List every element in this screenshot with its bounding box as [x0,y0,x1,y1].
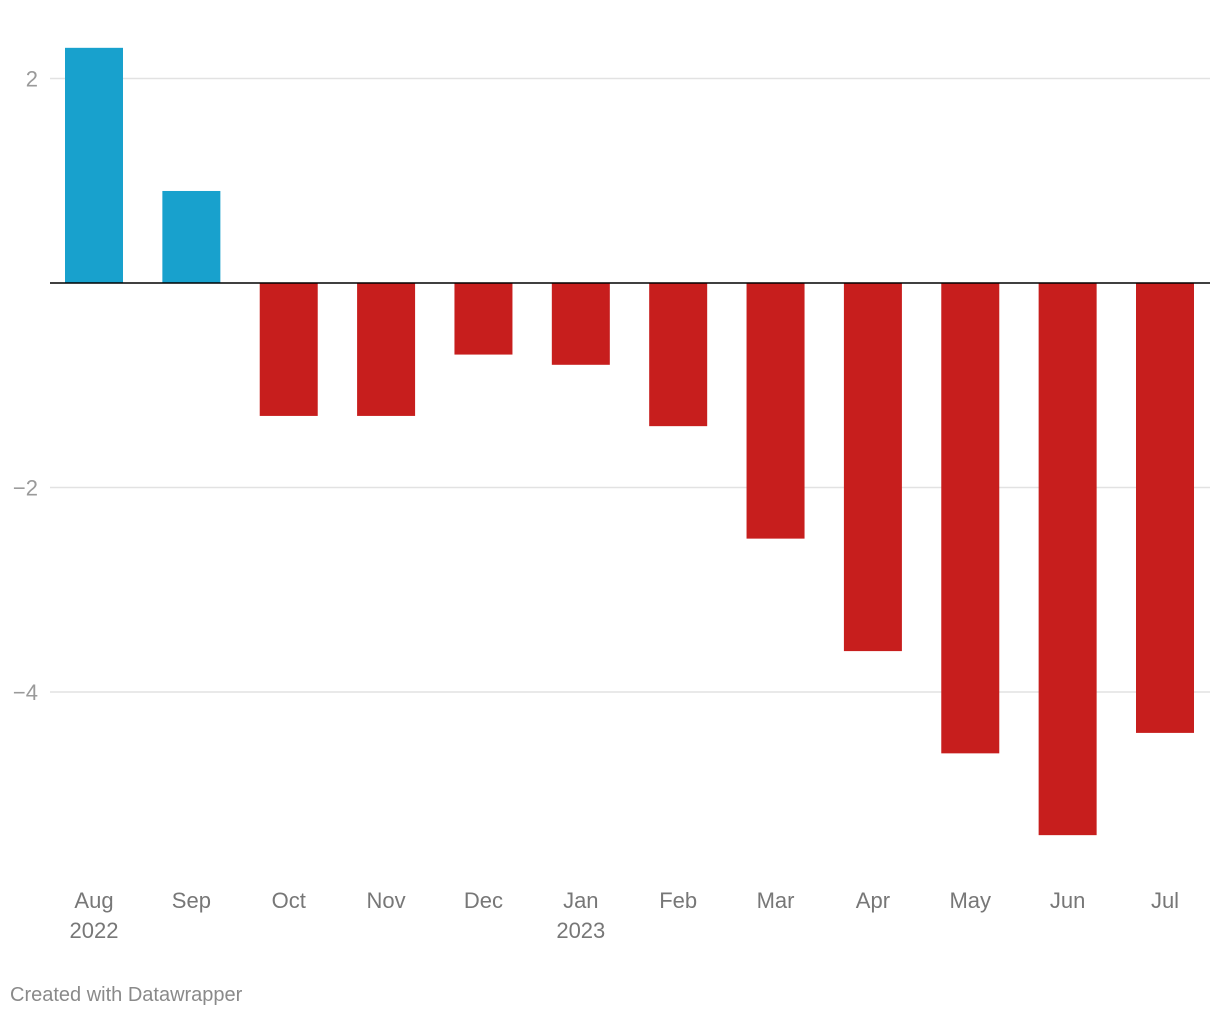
x-tick-label: Nov [367,888,406,913]
bar-mar [746,283,805,539]
bar-jan [551,283,610,365]
x-tick-label: Apr [856,888,890,913]
bars [65,47,1194,836]
x-tick-label: Jul [1151,888,1179,913]
bar-nov [357,283,416,416]
bar-aug [65,47,123,284]
y-tick-label: −2 [13,476,38,501]
x-tick-label: Jan [563,888,598,913]
bar-jul [1136,283,1194,733]
gridlines [50,77,1210,693]
bar-feb [649,283,708,427]
y-tick-label: 2 [26,67,38,92]
credit-text: Created with Datawrapper [10,984,243,1006]
x-tick-label: Aug [74,888,113,913]
bar-jun [1038,283,1097,836]
bar-may [941,283,1000,754]
x-tick-label: Jun [1050,888,1085,913]
y-axis-ticks: 2 −2 −4 [13,67,38,706]
bar-chart: 2 −2 −4 Aug 2022 Sep Oct Nov Dec Jan 2023 Feb Mar Ap… [13,47,1210,943]
x-year-label: 2023 [556,918,605,943]
bar-dec [454,283,513,355]
bar-sep [162,190,221,283]
x-tick-label: Dec [464,888,503,913]
x-year-label: 2022 [70,918,119,943]
y-tick-label: −4 [13,680,38,705]
bar-apr [843,283,902,652]
x-tick-label: May [949,888,991,913]
x-axis-labels: Aug 2022 Sep Oct Nov Dec Jan 2023 Feb Mar Apr May Ju… [70,888,1180,943]
x-tick-label: Oct [272,888,306,913]
x-tick-label: Feb [659,888,697,913]
bar-oct [259,283,318,416]
x-tick-label: Mar [757,888,795,913]
x-tick-label: Sep [172,888,211,913]
